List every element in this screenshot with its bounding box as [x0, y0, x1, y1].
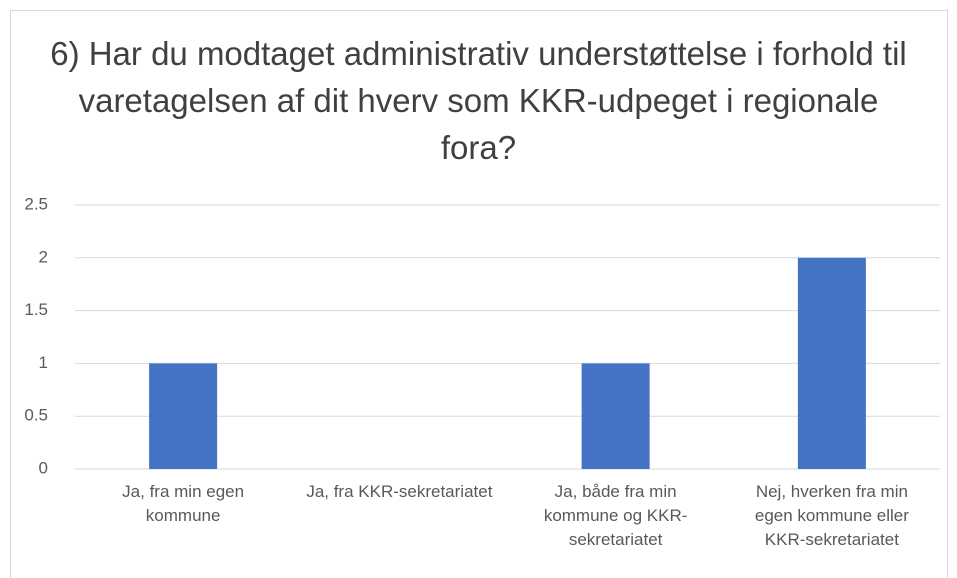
x-tick-label: Ja, fra KKR-sekretariatet [306, 482, 493, 501]
chart-title: 6) Har du modtaget administrativ underst… [50, 35, 907, 166]
y-tick-label: 1 [39, 353, 48, 372]
chart-border [10, 10, 948, 578]
y-tick-label: 1.5 [24, 300, 48, 319]
bar [581, 363, 650, 469]
y-tick-label: 0.5 [24, 406, 48, 425]
bar [797, 257, 866, 469]
y-tick-label: 2.5 [24, 194, 48, 213]
y-tick-label: 2 [39, 247, 48, 266]
bar [149, 363, 218, 469]
y-tick-label: 0 [39, 458, 48, 477]
x-tick-label: Nej, hverken fra min egen kommune eller … [754, 482, 909, 549]
x-tick-label: Ja, fra min egen kommune [122, 482, 245, 525]
x-tick-label: Ja, både fra min kommune og KKR-sekretar… [543, 482, 688, 549]
